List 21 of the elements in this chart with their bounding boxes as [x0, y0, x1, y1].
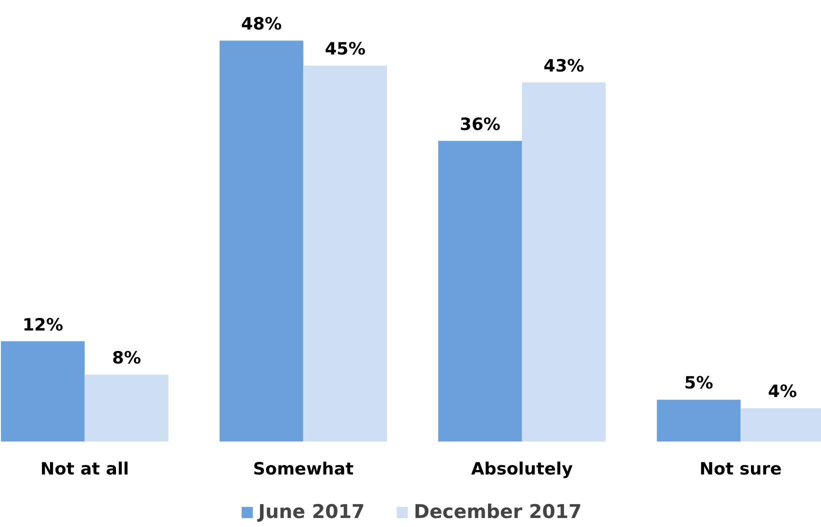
- bar: [522, 82, 606, 442]
- bar: [0, 341, 85, 442]
- data-label: 4%: [768, 382, 797, 402]
- data-label: 48%: [241, 14, 282, 35]
- x-tick-label: Somewhat: [253, 460, 354, 480]
- legend-label: December 2017: [414, 501, 582, 523]
- bar: [656, 400, 741, 442]
- data-label: 8%: [112, 348, 141, 369]
- bar: [438, 140, 522, 442]
- bar: [303, 66, 388, 442]
- x-tick-label: Absolutely: [471, 460, 573, 480]
- data-label: 5%: [684, 374, 714, 394]
- data-label: 36%: [460, 114, 500, 135]
- data-label: 12%: [22, 315, 64, 336]
- x-tick-label: Not sure: [700, 460, 782, 480]
- data-label: 43%: [543, 56, 584, 76]
- bar: [220, 40, 304, 442]
- x-tick-label: Not at all: [40, 460, 129, 480]
- data-label: 45%: [324, 40, 366, 60]
- bar: [84, 374, 168, 442]
- legend-label: June 2017: [258, 501, 365, 523]
